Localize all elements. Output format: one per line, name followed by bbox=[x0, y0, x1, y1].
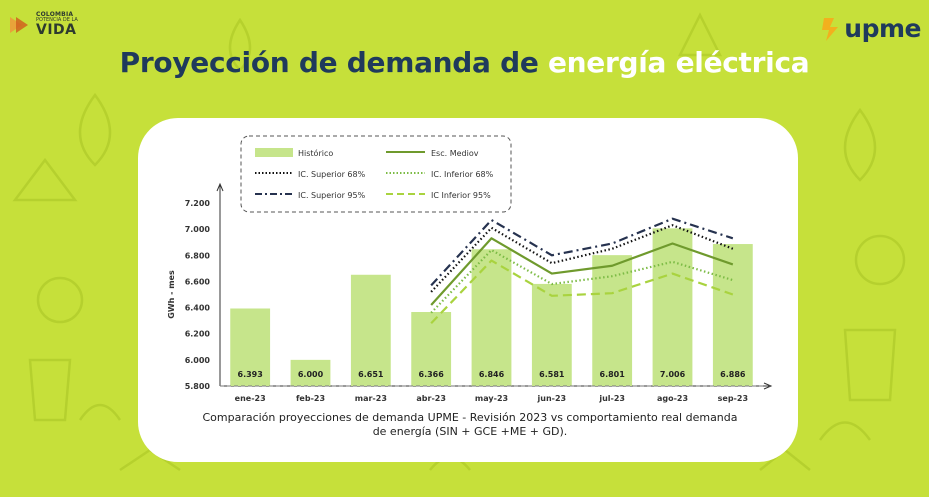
logo-line-1: COLOMBIA bbox=[36, 11, 74, 18]
legend: Histórico Esc. Mediov IC. Superior 68% I… bbox=[240, 135, 512, 213]
upme-logo: upme bbox=[820, 14, 921, 43]
x-tick-label: sep-23 bbox=[718, 394, 748, 403]
bar-value-label: 6.801 bbox=[600, 370, 626, 379]
bar-value-label: 6.886 bbox=[720, 370, 746, 379]
y-axis-title: GWh - mes bbox=[167, 270, 176, 319]
x-tick-label: may-23 bbox=[475, 394, 508, 403]
x-tick-label: ago-23 bbox=[657, 394, 688, 403]
legend-label-historico: Histórico bbox=[298, 148, 333, 158]
bar-value-label: 6.000 bbox=[298, 370, 324, 379]
legend-label-sup68: IC. Superior 68% bbox=[298, 170, 366, 179]
series-line-3 bbox=[430, 248, 734, 314]
title-highlight: energía eléctrica bbox=[547, 46, 810, 79]
flag-ribbon-icon bbox=[10, 16, 28, 33]
bar-value-label: 6.651 bbox=[358, 370, 384, 379]
bar-value-label: 6.393 bbox=[238, 370, 263, 379]
x-axis-arrow bbox=[763, 382, 773, 390]
bar-ene-23 bbox=[230, 308, 271, 386]
bar-ago-23 bbox=[652, 228, 693, 386]
legend-label-medio: Esc. Mediov bbox=[431, 149, 479, 158]
x-tick-label: feb-23 bbox=[296, 394, 325, 403]
x-tick-label: jul-23 bbox=[598, 394, 625, 403]
y-tick-label: 7.000 bbox=[185, 225, 211, 234]
demand-chart: Histórico Esc. Mediov IC. Superior 68% I… bbox=[167, 135, 773, 403]
caption-line-1: Comparación proyecciones de demanda UPME… bbox=[202, 411, 738, 424]
logo-line-2: POTENCIA DE LA bbox=[36, 17, 78, 23]
bar-jul-23 bbox=[592, 255, 633, 386]
legend-frame bbox=[240, 135, 512, 213]
colombia-logo: COLOMBIA POTENCIA DE LA VIDA bbox=[8, 12, 78, 37]
bar-sep-23 bbox=[712, 244, 753, 386]
x-tick-label: abr-23 bbox=[416, 394, 446, 403]
y-tick-label: 6.000 bbox=[185, 356, 211, 365]
bar-value-label: 6.846 bbox=[479, 370, 505, 379]
x-tick-label: ene-23 bbox=[235, 394, 266, 403]
bar-may-23 bbox=[471, 249, 512, 386]
caption-line-2: de energía (SIN + GCE +ME + GD). bbox=[372, 424, 568, 438]
upme-logo-text: upme bbox=[844, 14, 921, 43]
bar-mar-23 bbox=[350, 274, 391, 386]
legend-swatch-historico bbox=[255, 148, 293, 157]
x-tick-label: jun-23 bbox=[537, 394, 567, 403]
bar-feb-23 bbox=[290, 359, 331, 386]
bar-value-label: 6.366 bbox=[419, 370, 445, 379]
bar-abr-23 bbox=[411, 312, 452, 386]
legend-label-inf68: IC. Inferior 68% bbox=[431, 170, 494, 179]
bar-jun-23 bbox=[531, 283, 572, 386]
page-title: Proyección de demanda de energía eléctri… bbox=[0, 46, 929, 79]
bar-value-label: 6.581 bbox=[539, 370, 565, 379]
y-axis-arrow bbox=[216, 182, 224, 192]
y-tick-label: 6.200 bbox=[185, 330, 211, 339]
logo-line-3: VIDA bbox=[36, 22, 77, 38]
bar-value-label: 7.006 bbox=[660, 370, 686, 379]
series-line-5 bbox=[430, 259, 734, 325]
series-line-2 bbox=[430, 224, 734, 293]
y-tick-label: 6.800 bbox=[185, 251, 211, 260]
y-tick-label: 5.800 bbox=[185, 382, 211, 391]
title-main: Proyección de demanda de bbox=[119, 46, 539, 79]
series-line-1 bbox=[430, 237, 734, 306]
chart-caption: Comparación proyecciones de demanda UPME… bbox=[200, 411, 740, 439]
legend-label-sup95: IC. Superior 95% bbox=[298, 191, 366, 200]
legend-label-inf95: IC Inferior 95% bbox=[431, 191, 491, 200]
y-tick-label: 6.600 bbox=[185, 277, 211, 286]
upme-bolt-icon bbox=[822, 17, 839, 41]
y-tick-label: 6.400 bbox=[185, 304, 211, 313]
x-tick-label: mar-23 bbox=[355, 394, 387, 403]
y-tick-label: 7.200 bbox=[185, 199, 211, 208]
